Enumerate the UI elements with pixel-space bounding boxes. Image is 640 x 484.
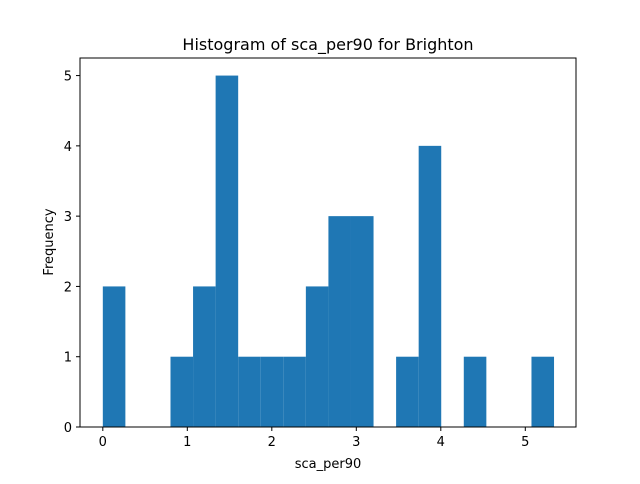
- x-axis-label: sca_per90: [295, 457, 362, 472]
- x-tick-label: 5: [521, 435, 529, 450]
- histogram-bar: [350, 216, 374, 427]
- y-tick-label: 5: [64, 70, 72, 85]
- bars-group: [102, 75, 555, 428]
- histogram-bar: [328, 216, 351, 427]
- y-tick-label: 2: [64, 280, 72, 295]
- x-axis-ticks: 0 1 2 3 4 5: [99, 427, 529, 450]
- histogram-bar: [283, 356, 306, 427]
- y-tick-label: 0: [64, 421, 72, 436]
- y-axis-label: Frequency: [42, 208, 57, 275]
- histogram-bar: [260, 356, 284, 427]
- y-tick-label: 4: [64, 140, 72, 155]
- histogram-bar: [102, 286, 126, 427]
- chart-title: Histogram of sca_per90 for Brighton: [182, 35, 473, 55]
- x-tick-label: 2: [268, 435, 276, 450]
- histogram-bar: [305, 286, 329, 427]
- histogram-bar: [531, 356, 555, 427]
- y-axis-ticks: 0 1 2 3 4 5: [64, 70, 80, 436]
- histogram-bar: [238, 356, 261, 427]
- x-tick-label: 1: [183, 435, 191, 450]
- y-tick-label: 3: [64, 210, 72, 225]
- histogram-bar: [193, 286, 216, 427]
- histogram-bar: [396, 356, 419, 427]
- x-tick-label: 0: [99, 435, 107, 450]
- y-tick-label: 1: [64, 351, 72, 366]
- histogram-bar: [215, 75, 239, 428]
- histogram-bar: [418, 145, 442, 427]
- x-tick-label: 4: [437, 435, 445, 450]
- x-tick-label: 3: [352, 435, 360, 450]
- histogram-bar: [463, 356, 487, 427]
- plot-frame: [79, 57, 577, 428]
- histogram-bar: [170, 356, 194, 427]
